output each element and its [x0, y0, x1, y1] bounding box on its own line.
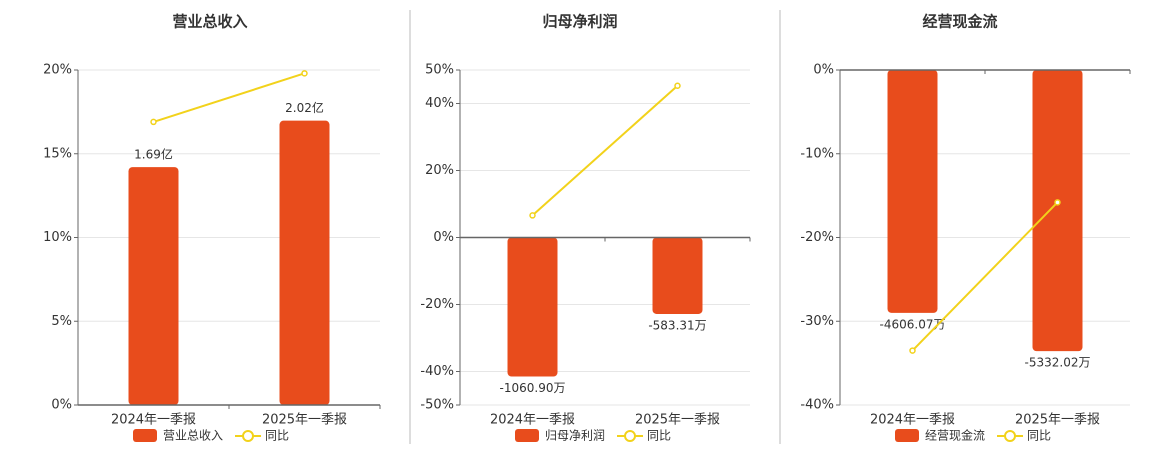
legend-swatch	[515, 429, 539, 442]
y-tick-label: 20%	[43, 63, 72, 78]
chart-title: 经营现金流	[922, 13, 997, 31]
bar	[279, 120, 330, 405]
legend-label: 经营现金流	[925, 428, 985, 443]
legend-label: 归母净利润	[545, 429, 605, 443]
y-tick-label: -40%	[420, 364, 454, 379]
line	[531, 84, 679, 217]
bar	[128, 167, 179, 405]
y-tick-label: 0%	[51, 398, 72, 413]
value-label: -1060.90万	[500, 381, 566, 395]
y-tick-label: 10%	[43, 230, 72, 245]
bar	[1032, 70, 1083, 352]
value-label: 2.02亿	[285, 100, 324, 115]
x-tick-label: 2024年一季报	[870, 413, 955, 428]
legend-label: 同比	[1027, 429, 1051, 443]
y-tick-label: 40%	[425, 96, 454, 111]
line-point	[909, 347, 916, 354]
y-tick-label: 50%	[425, 63, 454, 78]
legend-label: 营业总收入	[163, 429, 223, 443]
line	[911, 201, 1059, 352]
line-point	[674, 82, 681, 89]
bar	[507, 237, 558, 377]
x-tick-label: 2025年一季报	[635, 413, 720, 428]
y-tick-label: 20%	[425, 163, 454, 178]
y-tick-label: 0%	[813, 63, 834, 78]
x-tick-label: 2024年一季报	[111, 413, 196, 428]
line-point	[529, 212, 536, 219]
x-tick-label: 2024年一季报	[490, 413, 575, 428]
x-tick-label: 2025年一季报	[262, 413, 347, 428]
legend-label: 同比	[265, 429, 289, 443]
y-tick-label: -20%	[420, 297, 454, 312]
legend-marker	[242, 430, 255, 442]
chart-title: 归母净利润	[542, 13, 617, 31]
line-point	[150, 118, 157, 126]
value-label: -5332.02万	[1025, 356, 1091, 370]
y-tick-label: -10%	[800, 146, 834, 161]
y-tick-label: 0%	[433, 230, 454, 245]
legend-swatch	[895, 429, 919, 442]
legend-label: 同比	[647, 429, 671, 443]
y-tick-label: -50%	[420, 398, 454, 413]
y-tick-label: -20%	[800, 230, 834, 245]
y-tick-label: -30%	[800, 314, 834, 329]
y-tick-label: -40%	[800, 398, 834, 413]
legend-swatch	[133, 429, 157, 442]
value-label: -4606.07万	[880, 317, 946, 331]
value-label: -583.31万	[648, 318, 706, 332]
legend-marker	[1004, 430, 1017, 442]
x-tick-label: 2025年一季报	[1015, 413, 1100, 428]
bar	[652, 237, 703, 314]
line-point	[1054, 199, 1061, 206]
y-tick-label: 15%	[43, 146, 72, 161]
legend-marker	[624, 430, 637, 442]
chart-title: 营业总收入	[172, 13, 247, 31]
bar	[887, 70, 938, 313]
y-tick-label: 5%	[51, 314, 72, 329]
line	[153, 72, 305, 123]
value-label: 1.69亿	[134, 147, 173, 162]
line-point	[301, 70, 308, 77]
